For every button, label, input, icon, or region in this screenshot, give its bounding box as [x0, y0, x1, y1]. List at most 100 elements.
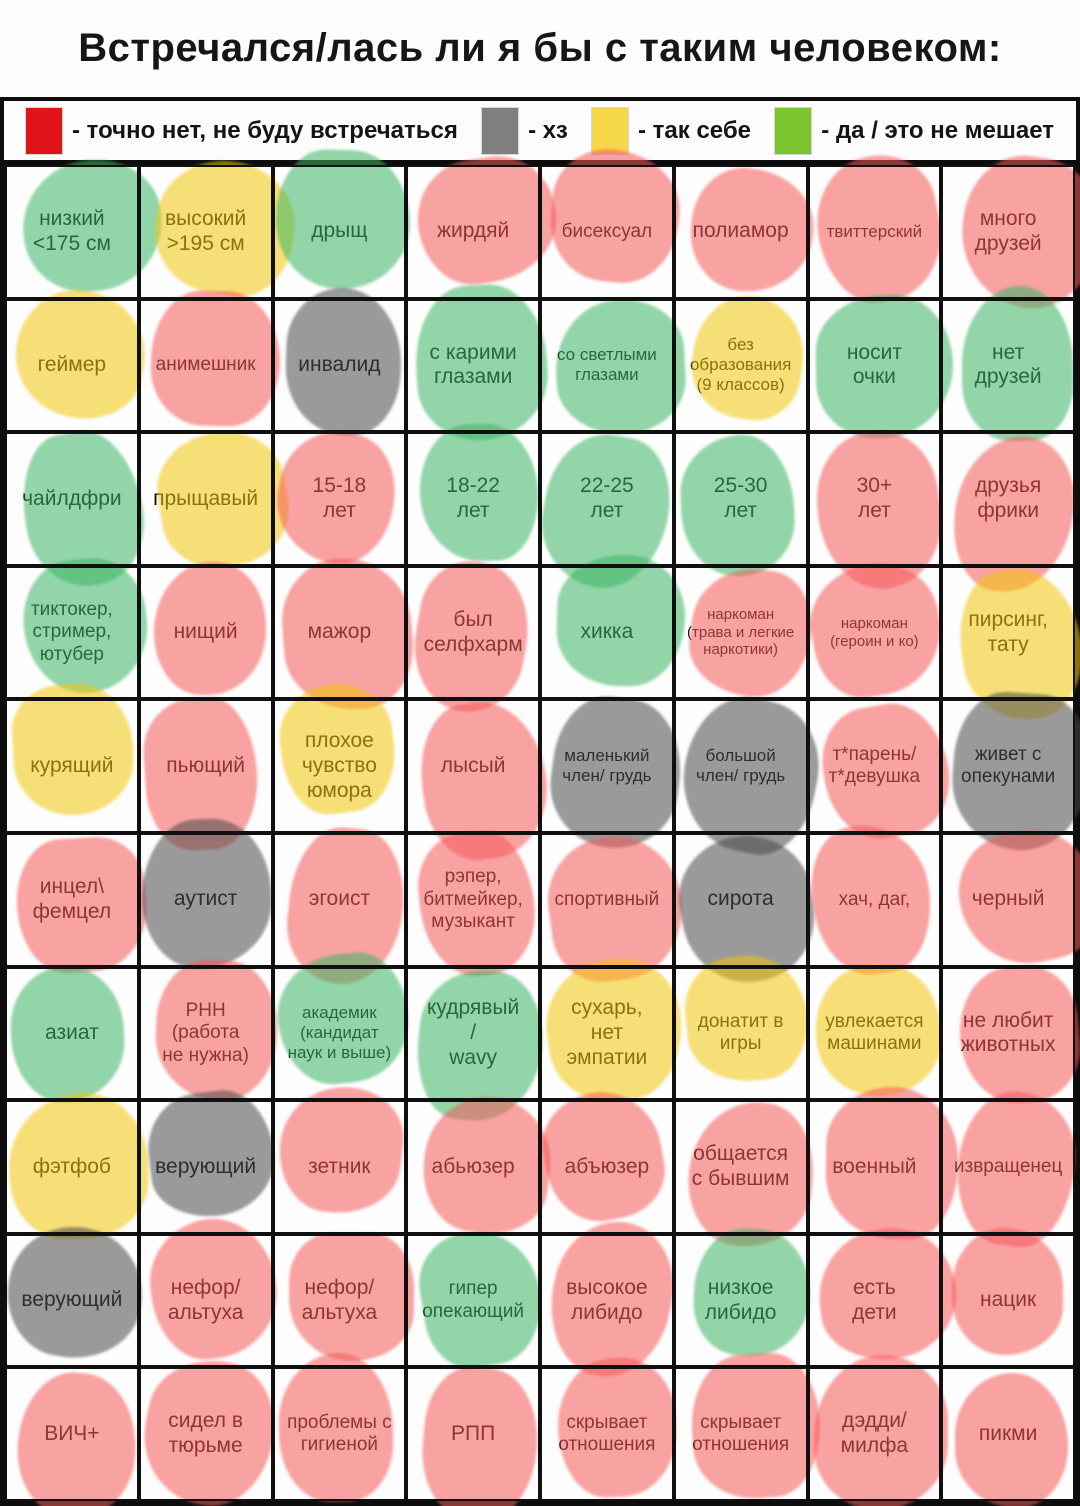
- grid-cell: с карими глазами: [406, 280, 552, 444]
- grid-cell: геймер: [5, 279, 156, 433]
- cell-label: фэтфоб: [32, 1154, 111, 1178]
- grid-cell: большой член/ грудь: [670, 687, 832, 864]
- verdict-blob-meh: [9, 680, 138, 819]
- grid-cell: нет друзей: [941, 284, 1075, 442]
- cell-label: есть дети: [852, 1275, 897, 1324]
- grid-cell: низкое либидо: [673, 1226, 813, 1368]
- cell-label: чайлдфри: [22, 486, 122, 510]
- grid-cell: общается с бывшим: [673, 1096, 821, 1255]
- grid-cell: черный: [941, 817, 1080, 976]
- legend-label: - так себе: [638, 116, 752, 144]
- cell-label: сухарь, нет эмпатии: [566, 996, 648, 1069]
- grid-cell: гипер опекающий: [406, 1223, 551, 1375]
- gray-swatch-icon: [482, 107, 519, 154]
- grid-cell: есть дети: [807, 1221, 964, 1368]
- grid-cell: т*парень/ т*девушка: [807, 695, 959, 846]
- grid-cell: рэпер, битмейкер, музыкант: [406, 825, 542, 982]
- verdict-blob-no: [273, 1080, 409, 1220]
- grid-cell: РНН (работа не нужна): [138, 957, 280, 1103]
- cell-label: геймер: [37, 353, 107, 376]
- cell-label: инвалид: [298, 353, 381, 376]
- grid-cell: аутист: [138, 816, 275, 971]
- grid-cell: дэдди/ милфа: [807, 1355, 949, 1506]
- cell-label: нет друзей: [974, 340, 1042, 389]
- cell-label: нефор/ альтуха: [301, 1275, 378, 1324]
- cell-label: скрывает отношения: [558, 1411, 656, 1456]
- grid-cell: без образования (9 классов): [673, 288, 812, 433]
- cell-label: высокое либидо: [566, 1275, 648, 1324]
- grid-cell: маленький член/ грудь: [540, 690, 690, 857]
- grid-cell: инцел\ фемцел: [5, 833, 151, 976]
- grid-cell: низкий <175 см: [5, 152, 169, 299]
- cell-label: нищий: [173, 620, 238, 644]
- cell-label: много друзей: [974, 207, 1042, 255]
- green-swatch-icon: [775, 107, 812, 154]
- cell-label: черный: [971, 887, 1045, 911]
- cell-label: был селфхарм: [423, 607, 523, 656]
- grid-cell: наркоман (героин и ко): [802, 554, 950, 705]
- grid-cell: прыщавый: [138, 422, 298, 576]
- legend-item-no: - точно нет, не буду встречаться: [26, 107, 458, 154]
- grid-cell: скрывает отношения: [540, 1356, 679, 1501]
- cell-label: наркоман (трава и легкие наркотики): [686, 606, 795, 659]
- grid-cell: лысый: [406, 694, 555, 866]
- grid-cell: пирсинг, тату: [941, 562, 1080, 728]
- cell-label: 30+ лет: [856, 474, 893, 522]
- grid-cell: жирдяй: [406, 147, 565, 299]
- cell-label: пирсинг, тату: [968, 607, 1048, 656]
- cell-label: абьюзер: [431, 1154, 515, 1178]
- grid-cell: спортивный: [539, 827, 692, 988]
- grid-cell: военный: [807, 1085, 960, 1240]
- grid-cell: тиктокер, стример, ютубер: [5, 553, 154, 700]
- cell-label: с карими глазами: [429, 340, 517, 389]
- grid-cell: высокое либидо: [538, 1211, 686, 1388]
- grid-cell: проблемы с гигиеной: [272, 1351, 407, 1504]
- legend-item-idk: - хз: [482, 107, 568, 154]
- grid-cell: РПП: [406, 1362, 545, 1506]
- cell-label: прыщавый: [153, 486, 259, 510]
- cell-label: низкий <175 см: [32, 207, 111, 255]
- verdict-blob-no: [544, 144, 686, 289]
- page-title: Встречался/лась ли я бы с таким человеко…: [78, 26, 1002, 70]
- grid-cell: 15-18 лет: [266, 421, 407, 573]
- cell-label: 15-18 лет: [312, 474, 367, 522]
- grid-cell: высокий >195 см: [138, 150, 305, 304]
- cell-label: со светлыми глазами: [556, 345, 657, 385]
- grid-cell: инвалид: [272, 286, 407, 437]
- cell-label: тиктокер, стример, ютубер: [30, 598, 113, 665]
- legend-label: - хз: [528, 116, 568, 144]
- cell-label: РПП: [451, 1421, 496, 1445]
- cell-label: маленький член/ грудь: [562, 746, 652, 786]
- cell-label: общается с бывшим: [691, 1142, 790, 1190]
- legend-label: - да / это не мешает: [821, 116, 1054, 144]
- grid-cell: пьющий: [138, 694, 273, 853]
- grid-cell: полиамор: [673, 162, 819, 299]
- cell-label: большой член/ грудь: [696, 746, 786, 786]
- grid-cell: курящий: [5, 680, 139, 833]
- grid-cell: скрывает отношения: [673, 1349, 825, 1502]
- cell-label: азиат: [45, 1021, 99, 1044]
- cell-label: военный: [832, 1154, 917, 1178]
- cell-label: хикка: [580, 620, 634, 644]
- cell-label: проблемы с гигиеной: [287, 1411, 392, 1456]
- cell-label: кудрявый / wavy: [426, 996, 520, 1069]
- grid-cell: абъюзер: [534, 1083, 674, 1234]
- grid-cell: сирота: [670, 827, 824, 992]
- cell-label: нацик: [980, 1288, 1037, 1312]
- cell-label: плохое чувство юмора: [301, 729, 377, 802]
- grid-cell: наркоман (трава и легкие наркотики): [673, 562, 819, 704]
- grid-cell: увлекается машинами: [807, 962, 943, 1101]
- cell-label: гипер опекающий: [422, 1278, 525, 1322]
- grid-cell: пикми: [941, 1367, 1075, 1506]
- cell-label: наркоман (героин и ко): [830, 614, 919, 650]
- trait-grid: низкий <175 см высокий >195 см дрыщ жирдяй б…: [0, 144, 1080, 1506]
- grid-cell: ВИЧ+: [5, 1366, 145, 1506]
- cell-label: верующий: [21, 1288, 123, 1312]
- cell-label: скрывает отношения: [692, 1411, 790, 1456]
- cell-label: нефор/ альтуха: [167, 1275, 244, 1324]
- yellow-swatch-icon: [592, 107, 629, 154]
- grid-cell: был селфхарм: [403, 552, 540, 720]
- cell-label: академик (кандидат наук и выше): [287, 1003, 392, 1063]
- grid-cell: сидел в тюрьме: [132, 1349, 287, 1506]
